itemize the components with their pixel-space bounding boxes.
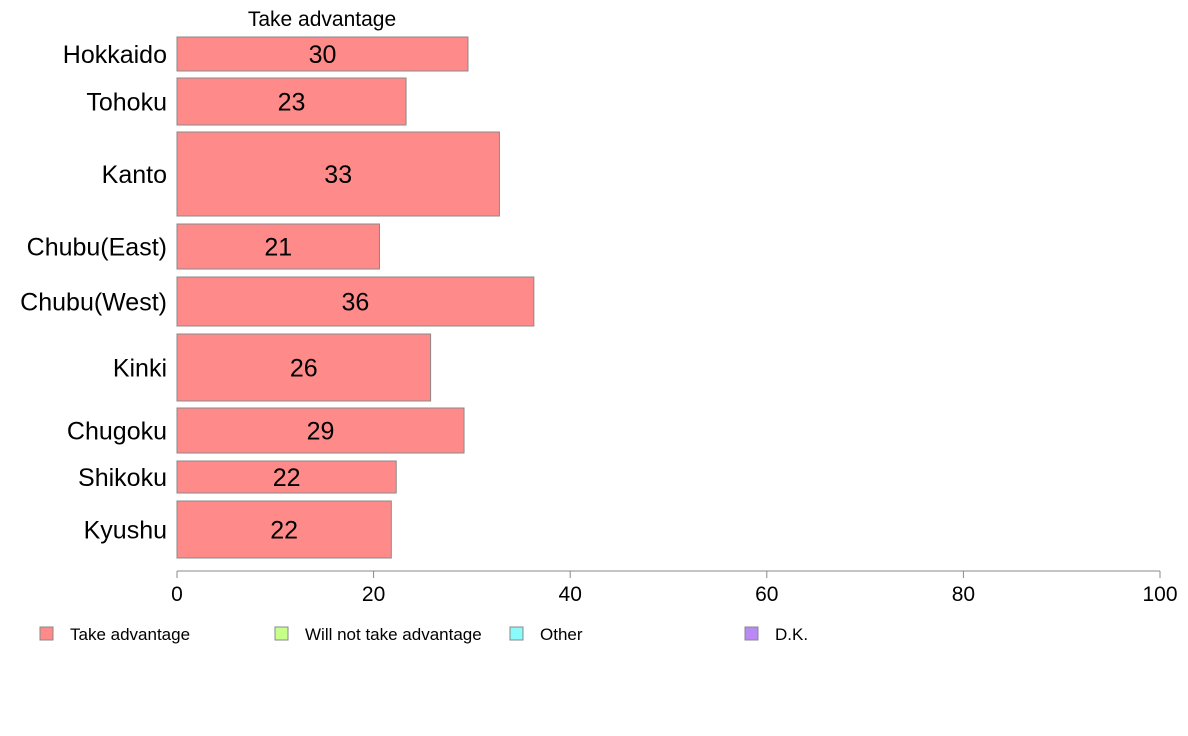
- category-labels: Hokkaido Tohoku Kanto Chubu(East) Chubu(West…: [20, 41, 167, 545]
- legend: Take advantage Will not take advantage Oth…: [39, 625, 808, 644]
- data-label: 22: [273, 464, 301, 492]
- data-label: 33: [324, 161, 352, 189]
- data-label: 26: [290, 355, 318, 383]
- category-label: Chubu(West): [20, 289, 167, 317]
- category-label: Shikoku: [78, 464, 167, 492]
- legend-swatch: [39, 626, 54, 641]
- x-tick-label: 0: [171, 583, 183, 606]
- data-label: 30: [309, 41, 337, 69]
- legend-label: D.K.: [775, 625, 808, 644]
- bar: [176, 276, 535, 327]
- x-tick-label: 20: [362, 583, 385, 606]
- series-header: Take advantage: [248, 8, 396, 31]
- legend-swatch: [274, 626, 289, 641]
- x-tick-label: 40: [559, 583, 582, 606]
- category-label: Chugoku: [67, 418, 167, 446]
- category-label: Chubu(East): [27, 234, 167, 262]
- category-label: Tohoku: [86, 89, 167, 117]
- bar: [176, 77, 407, 126]
- legend-label: Other: [540, 625, 583, 644]
- bar: [176, 460, 397, 494]
- category-label: Hokkaido: [63, 41, 167, 69]
- bar: [176, 500, 392, 559]
- x-tick-label: 60: [755, 583, 778, 606]
- bar: [176, 223, 380, 270]
- category-label: Kinki: [113, 355, 167, 383]
- legend-swatch: [744, 626, 759, 641]
- x-axis: 0 20 40 60 80 100: [171, 570, 1178, 606]
- data-label: 21: [264, 234, 292, 262]
- bar: [176, 407, 465, 454]
- data-label: 29: [307, 418, 335, 446]
- legend-swatch: [509, 626, 524, 641]
- category-label: Kyushu: [84, 517, 167, 545]
- x-tick-label: 80: [952, 583, 975, 606]
- data-label: 22: [270, 517, 298, 545]
- data-label: 36: [342, 289, 370, 317]
- bar: [176, 36, 469, 72]
- legend-label: Will not take advantage: [305, 625, 482, 644]
- legend-label: Take advantage: [70, 625, 190, 644]
- x-tick-label: 100: [1142, 583, 1177, 606]
- data-label: 23: [278, 89, 306, 117]
- bar: [176, 333, 432, 402]
- category-label: Kanto: [102, 161, 167, 189]
- bars-group: [176, 36, 535, 559]
- bar: [176, 131, 500, 217]
